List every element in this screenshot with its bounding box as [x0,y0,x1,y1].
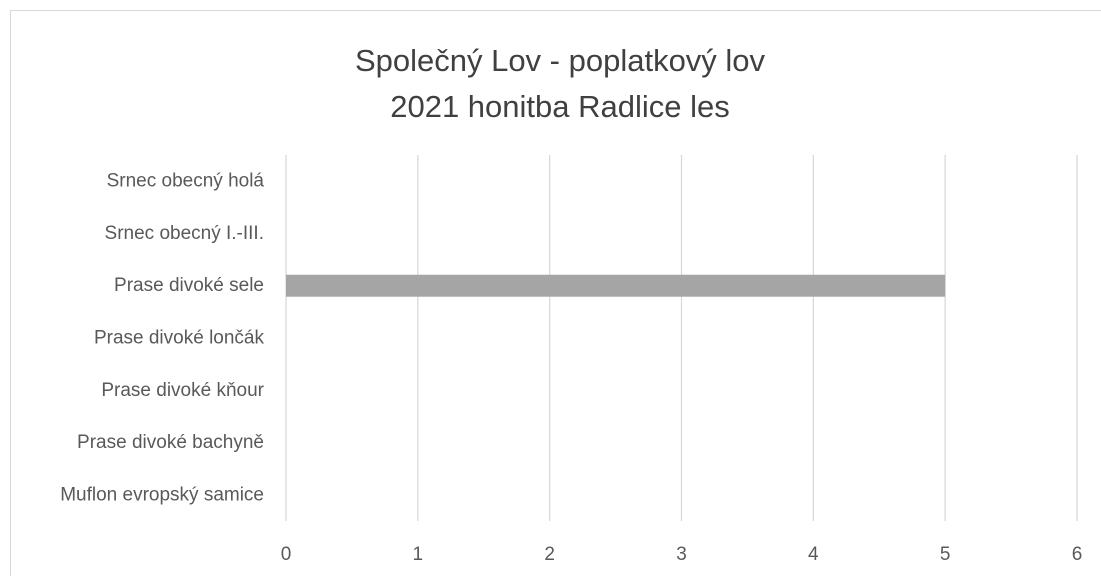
x-tick-label-0: 0 [281,544,292,565]
category-label-5: Prase divoké bachyně [77,432,264,453]
chart-subtitle: 2021 honitba Radlice les [390,89,730,124]
x-tick-label-1: 1 [413,544,424,565]
category-label-0: Srnec obecný holá [107,171,265,192]
x-tick-label-2: 2 [544,544,555,565]
chart-title-block: Společný Lov - poplatkový lov 2021 honit… [0,38,1101,130]
x-tick-label-3: 3 [676,544,687,565]
x-tick-label-6: 6 [1072,544,1083,565]
category-label-2: Prase divoké sele [114,275,264,296]
bar-2 [286,274,946,297]
category-label-4: Prase divoké kňour [101,380,264,401]
x-tick-label-layer: 0 1 2 3 4 5 6 [281,544,1083,565]
chart-title: Společný Lov - poplatkový lov [354,43,766,78]
grid-layer [285,155,1078,521]
category-label-1: Srnec obecný I.-III. [105,223,264,244]
bar-layer [286,274,946,297]
category-label-6: Muflon evropský samice [60,484,264,505]
chart-border [10,10,1101,576]
category-label-3: Prase divoké lončák [94,328,265,349]
x-tick-label-5: 5 [940,544,951,565]
category-label-layer: Srnec obecný holá Srnec obecný I.-III. Pra… [60,171,264,506]
x-tick-label-4: 4 [808,544,819,565]
